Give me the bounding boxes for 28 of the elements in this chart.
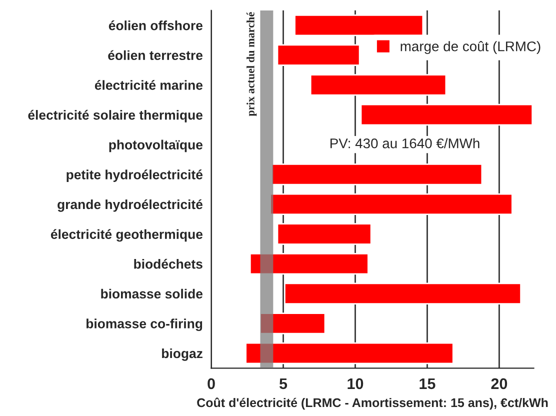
x-tick-label: 0 [208,378,215,390]
y-tick-label: électricité marine [94,80,203,90]
x-tick-label: 5 [279,378,288,390]
annotation: PV: 430 au 1640 €/MWh [330,138,480,148]
bar [245,342,454,364]
bar [271,164,483,186]
y-tick-label: photovoltaïque [109,140,203,152]
legend-label: marge de coût (LRMC) [400,41,540,54]
y-tick-label: biomasse solide [101,288,203,299]
x-tick-label: 10 [348,378,364,390]
x-tick-label: 15 [420,378,436,390]
bar [284,282,522,304]
y-tick-label: électricité solaire thermique [28,110,203,122]
band-label: prix actuel du marché [246,12,257,116]
y-tick-label: petite hydroélectricité [66,170,203,182]
y-tick-label: éolien offshore [108,20,203,30]
y-tick-label: biogaz [162,348,202,361]
y-tick-label: biomasse co-firing [86,318,202,332]
y-tick-label: éolien terrestre [108,50,202,60]
bar [310,74,447,96]
bar [276,223,372,245]
bar [360,104,534,126]
x-axis-title: Coût d'électricité (LRMC - Amortissement: 15 ans), €ct/kWh [197,398,548,410]
y-tick-label: biodéchets [134,258,202,269]
x-tick-label: 20 [491,378,508,390]
bar [276,44,360,66]
y-tick-label: grande hydroélectricité [58,199,203,212]
y-tick-label: électricité geothermique [50,229,203,242]
